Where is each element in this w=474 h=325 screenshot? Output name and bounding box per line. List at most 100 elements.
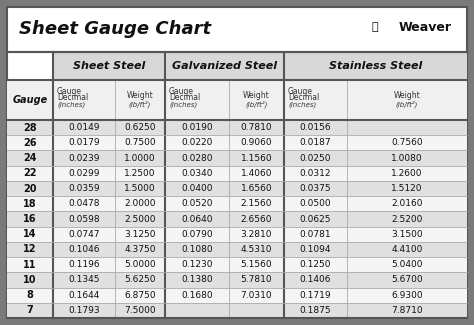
Text: 5.1560: 5.1560 xyxy=(241,260,272,269)
Text: 1.6560: 1.6560 xyxy=(241,184,272,193)
Text: 6.8750: 6.8750 xyxy=(124,291,156,300)
Bar xyxy=(284,52,467,80)
Text: 0.0625: 0.0625 xyxy=(300,214,331,224)
Text: 14: 14 xyxy=(23,229,37,239)
Text: 0.7810: 0.7810 xyxy=(241,123,272,132)
Text: 0.1080: 0.1080 xyxy=(181,245,213,254)
Bar xyxy=(7,257,467,272)
Text: 0.0179: 0.0179 xyxy=(68,138,100,147)
Text: 20: 20 xyxy=(23,184,37,194)
Text: 0.0640: 0.0640 xyxy=(181,214,213,224)
Text: 0.0340: 0.0340 xyxy=(181,169,213,178)
Text: 4.3750: 4.3750 xyxy=(124,245,156,254)
Text: 0.6250: 0.6250 xyxy=(124,123,156,132)
Text: 5.6700: 5.6700 xyxy=(391,275,423,284)
Text: 1.0000: 1.0000 xyxy=(124,154,156,162)
Text: 0.0239: 0.0239 xyxy=(68,154,100,162)
Text: 1.2600: 1.2600 xyxy=(391,169,423,178)
Bar xyxy=(7,196,467,211)
Text: Sheet Steel: Sheet Steel xyxy=(73,61,145,71)
Bar xyxy=(7,120,467,135)
Text: 0.0220: 0.0220 xyxy=(182,138,213,147)
Text: 16: 16 xyxy=(23,214,37,224)
Bar xyxy=(7,135,467,150)
Text: Galvanized Steel: Galvanized Steel xyxy=(172,61,277,71)
Text: 0.1250: 0.1250 xyxy=(300,260,331,269)
Text: 1.0080: 1.0080 xyxy=(391,154,423,162)
Bar xyxy=(7,272,467,288)
Bar xyxy=(7,288,467,303)
Bar xyxy=(7,211,467,227)
Text: 0.1380: 0.1380 xyxy=(181,275,213,284)
Text: (inches): (inches) xyxy=(288,102,316,108)
Text: 2.1560: 2.1560 xyxy=(241,199,272,208)
Text: 0.1094: 0.1094 xyxy=(300,245,331,254)
Text: 1.5120: 1.5120 xyxy=(391,184,423,193)
Bar xyxy=(7,181,467,196)
Text: 0.0190: 0.0190 xyxy=(181,123,213,132)
Bar xyxy=(53,52,165,80)
Text: 7.8710: 7.8710 xyxy=(391,306,423,315)
Text: 24: 24 xyxy=(23,153,37,163)
Text: 0.0359: 0.0359 xyxy=(68,184,100,193)
Text: (lb/ft²): (lb/ft²) xyxy=(129,100,151,108)
Text: 1.1560: 1.1560 xyxy=(241,154,272,162)
Text: 5.0400: 5.0400 xyxy=(391,260,423,269)
Text: 0.7500: 0.7500 xyxy=(124,138,156,147)
Text: 0.1793: 0.1793 xyxy=(68,306,100,315)
Text: 8: 8 xyxy=(27,290,34,300)
Bar xyxy=(7,303,467,318)
Text: 5.7810: 5.7810 xyxy=(241,275,272,284)
Text: (lb/ft²): (lb/ft²) xyxy=(396,100,418,108)
Text: 0.1196: 0.1196 xyxy=(68,260,100,269)
Text: Gauge: Gauge xyxy=(57,87,82,97)
Text: 0.0312: 0.0312 xyxy=(300,169,331,178)
Text: Gauge: Gauge xyxy=(12,95,47,105)
Text: Weight: Weight xyxy=(243,92,270,100)
Text: 0.1719: 0.1719 xyxy=(300,291,331,300)
Text: 3.1500: 3.1500 xyxy=(391,230,423,239)
Text: Decimal: Decimal xyxy=(169,94,200,102)
Text: 2.6560: 2.6560 xyxy=(241,214,272,224)
Text: 0.0400: 0.0400 xyxy=(181,184,213,193)
Text: 7: 7 xyxy=(27,306,33,315)
Text: 6.9300: 6.9300 xyxy=(391,291,423,300)
Text: Gauge: Gauge xyxy=(169,87,194,97)
Text: Decimal: Decimal xyxy=(57,94,88,102)
Text: 2.0160: 2.0160 xyxy=(391,199,423,208)
Text: 0.1046: 0.1046 xyxy=(68,245,100,254)
Text: 0.1644: 0.1644 xyxy=(68,291,100,300)
Text: 0.0187: 0.0187 xyxy=(300,138,331,147)
Text: 0.0500: 0.0500 xyxy=(300,199,331,208)
Bar xyxy=(7,242,467,257)
Text: 0.0598: 0.0598 xyxy=(68,214,100,224)
Text: 2.5000: 2.5000 xyxy=(124,214,156,224)
Text: 0.0299: 0.0299 xyxy=(68,169,100,178)
Text: 🚗: 🚗 xyxy=(372,22,379,32)
Text: 11: 11 xyxy=(23,260,37,270)
Text: 0.0149: 0.0149 xyxy=(68,123,100,132)
Text: Weight: Weight xyxy=(127,92,154,100)
Text: 0.9060: 0.9060 xyxy=(241,138,272,147)
Text: (inches): (inches) xyxy=(57,102,85,108)
Text: 3.1250: 3.1250 xyxy=(124,230,156,239)
Text: 22: 22 xyxy=(23,168,37,178)
Text: 3.2810: 3.2810 xyxy=(241,230,272,239)
Text: 12: 12 xyxy=(23,244,37,254)
Bar xyxy=(7,80,467,120)
Text: 0.1345: 0.1345 xyxy=(68,275,100,284)
Text: Stainless Steel: Stainless Steel xyxy=(329,61,422,71)
Text: 2.0000: 2.0000 xyxy=(124,199,156,208)
Text: Sheet Gauge Chart: Sheet Gauge Chart xyxy=(19,20,211,38)
Bar xyxy=(7,150,467,166)
Text: Gauge: Gauge xyxy=(288,87,313,97)
Text: Weight: Weight xyxy=(393,92,420,100)
Text: 5.6250: 5.6250 xyxy=(124,275,156,284)
Text: 0.1406: 0.1406 xyxy=(300,275,331,284)
Text: 0.0156: 0.0156 xyxy=(300,123,331,132)
Text: 0.1875: 0.1875 xyxy=(300,306,331,315)
Text: 18: 18 xyxy=(23,199,37,209)
Text: 7.5000: 7.5000 xyxy=(124,306,156,315)
Text: 0.0250: 0.0250 xyxy=(300,154,331,162)
Text: 1.5000: 1.5000 xyxy=(124,184,156,193)
